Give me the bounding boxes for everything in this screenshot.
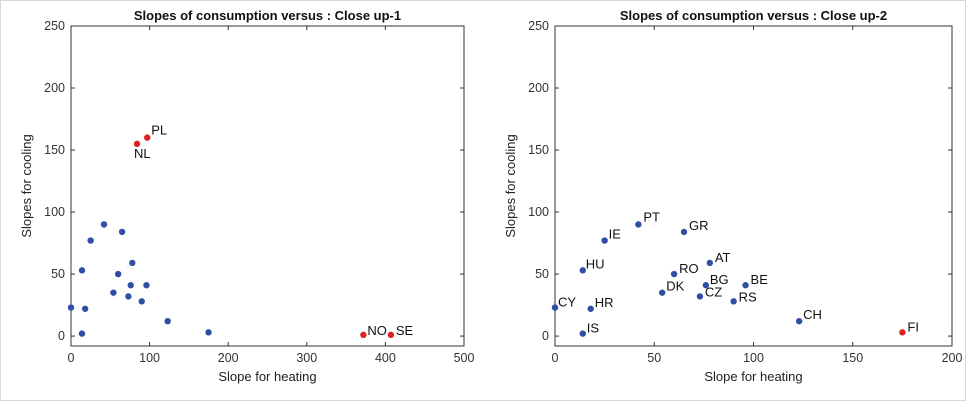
point-label-se: SE <box>396 323 414 338</box>
data-point-bg <box>702 282 710 289</box>
data-point-cy <box>551 304 559 311</box>
data-point-ie <box>601 237 608 244</box>
point-label-rs: RS <box>739 289 757 304</box>
data-point <box>87 237 94 244</box>
data-point <box>127 282 134 289</box>
point-label-be: BE <box>751 272 769 287</box>
x-tick-label: 400 <box>375 351 396 365</box>
x-tick-label: 200 <box>218 351 239 365</box>
point-label-pl: PL <box>151 123 167 138</box>
data-point-hu <box>579 267 586 274</box>
data-point <box>81 305 89 312</box>
y-tick-label: 0 <box>58 329 65 343</box>
panel-2: Slopes of consumption versus : Close up-… <box>503 8 962 384</box>
y-tick-label: 100 <box>528 205 549 219</box>
data-point-hr <box>587 305 594 312</box>
data-point-cz <box>696 293 704 300</box>
data-point <box>100 221 108 228</box>
point-label-cy: CY <box>558 295 576 310</box>
data-point-pt <box>635 221 642 228</box>
y-tick-label: 150 <box>528 143 549 157</box>
y-tick-label: 50 <box>51 267 65 281</box>
point-label-hr: HR <box>595 295 614 310</box>
x-tick-label: 50 <box>647 351 661 365</box>
y-tick-label: 0 <box>542 329 549 343</box>
point-label-fi: FI <box>907 319 919 334</box>
x-tick-label: 300 <box>296 351 317 365</box>
y-tick-label: 200 <box>528 81 549 95</box>
y-tick-label: 200 <box>44 81 65 95</box>
point-label-cz: CZ <box>705 284 722 299</box>
data-point <box>110 289 117 296</box>
data-point-at <box>706 259 714 267</box>
x-tick-label: 0 <box>552 351 559 365</box>
y-axis-label: Slopes for cooling <box>503 134 518 237</box>
point-label-ch: CH <box>803 307 822 322</box>
data-point <box>78 330 86 337</box>
x-axis-label: Slope for heating <box>218 369 316 384</box>
data-point <box>78 267 86 274</box>
point-label-is: IS <box>587 321 600 336</box>
y-tick-label: 50 <box>535 267 549 281</box>
y-tick-label: 250 <box>528 19 549 33</box>
data-point <box>164 317 171 325</box>
x-tick-label: 200 <box>942 351 963 365</box>
data-point-fi <box>899 329 906 336</box>
point-label-dk: DK <box>666 279 684 294</box>
point-label-gr: GR <box>689 218 709 233</box>
axes-box <box>554 25 953 347</box>
y-tick-label: 100 <box>44 205 65 219</box>
data-point-ro <box>670 270 678 278</box>
data-point-is <box>579 330 586 337</box>
data-point <box>138 298 145 305</box>
axes-box <box>70 25 465 347</box>
data-point <box>205 329 212 336</box>
chart-title: Slopes of consumption versus : Close up-… <box>620 8 887 23</box>
data-point-gr <box>680 228 688 236</box>
point-label-at: AT <box>715 250 731 265</box>
data-point-no <box>360 331 367 339</box>
data-point <box>125 293 132 300</box>
data-point-rs <box>730 298 737 305</box>
data-point <box>143 282 150 289</box>
point-label-no: NO <box>367 323 387 338</box>
data-point-se <box>387 331 395 339</box>
chart-title: Slopes of consumption versus : Close up-… <box>134 8 401 23</box>
x-axis-label: Slope for heating <box>704 369 802 384</box>
point-label-pt: PT <box>643 209 660 224</box>
y-tick-label: 250 <box>44 19 65 33</box>
data-point-ch <box>795 317 803 325</box>
data-point <box>67 304 75 311</box>
data-point-be <box>742 282 749 289</box>
point-label-ie: IE <box>609 227 622 242</box>
x-tick-label: 100 <box>743 351 764 365</box>
data-point <box>114 270 122 278</box>
data-point <box>118 228 126 236</box>
data-point-nl <box>133 140 141 148</box>
point-label-nl: NL <box>134 146 151 161</box>
x-tick-label: 500 <box>454 351 475 365</box>
point-label-hu: HU <box>586 256 605 271</box>
point-label-ro: RO <box>679 261 699 276</box>
y-axis-label: Slopes for cooling <box>19 134 34 237</box>
x-tick-label: 0 <box>68 351 75 365</box>
data-point-dk <box>658 289 666 296</box>
data-point <box>129 259 136 267</box>
panel-1: Slopes of consumption versus : Close up-… <box>19 8 474 384</box>
x-tick-label: 150 <box>842 351 863 365</box>
y-tick-label: 150 <box>44 143 65 157</box>
point-label-bg: BG <box>710 272 729 287</box>
x-tick-label: 100 <box>139 351 160 365</box>
data-point-pl <box>144 134 151 141</box>
